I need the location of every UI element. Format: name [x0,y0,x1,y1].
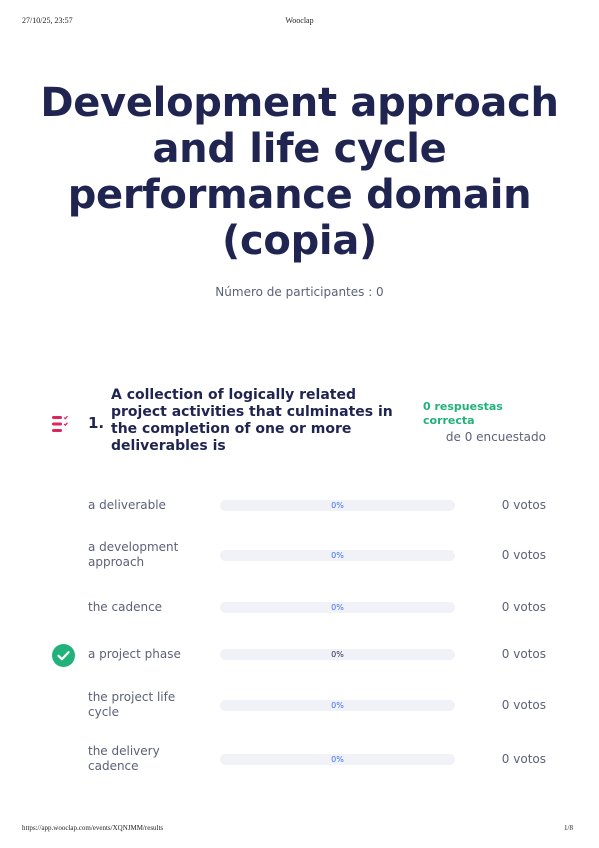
correct-answers-count: 0 respuestas correcta [423,400,503,427]
print-footer-page: 1/8 [564,824,573,832]
question-text: A collection of logically related projec… [111,387,393,454]
option-votes: 0 votos [501,600,546,614]
respondents-count: de 0 encuestado [445,430,546,444]
option-percent: 0% [331,501,344,510]
option-votes: 0 votos [501,647,546,661]
option-votes: 0 votos [501,498,546,512]
option-label: a deliverable [88,498,166,512]
option-percent: 0% [331,755,344,764]
option-percent: 0% [331,603,344,612]
option-label: a project phase [88,647,181,661]
option-label: the cadence [88,600,163,614]
page-title: Development approach and life cycle perf… [40,80,559,264]
list-check-icon [52,415,68,432]
option-result-bar: 0% [220,649,455,660]
option-label: the delivery cadence [88,744,160,773]
option-votes: 0 votos [501,698,546,712]
option-percent: 0% [331,551,344,560]
question-number: 1. [88,414,105,432]
option-votes: 0 votos [501,548,546,562]
option-result-bar: 0% [220,602,455,613]
print-footer-url: https://app.wooclap.com/events/XQNJMM/re… [22,824,164,832]
option-label: the project life cycle [88,690,176,719]
option-result-bar: 0% [220,500,455,511]
option-result-bar: 0% [220,700,455,711]
option-label: a development approach [88,540,179,569]
print-header-datetime: 27/10/25, 23:57 [22,16,73,25]
participants-count: Número de participantes : 0 [215,285,384,299]
option-percent: 0% [331,650,344,659]
check-circle-icon [52,644,75,667]
option-votes: 0 votos [501,752,546,766]
option-result-bar: 0% [220,550,455,561]
option-percent: 0% [331,701,344,710]
option-result-bar: 0% [220,754,455,765]
print-header-site: Wooclap [285,16,314,25]
